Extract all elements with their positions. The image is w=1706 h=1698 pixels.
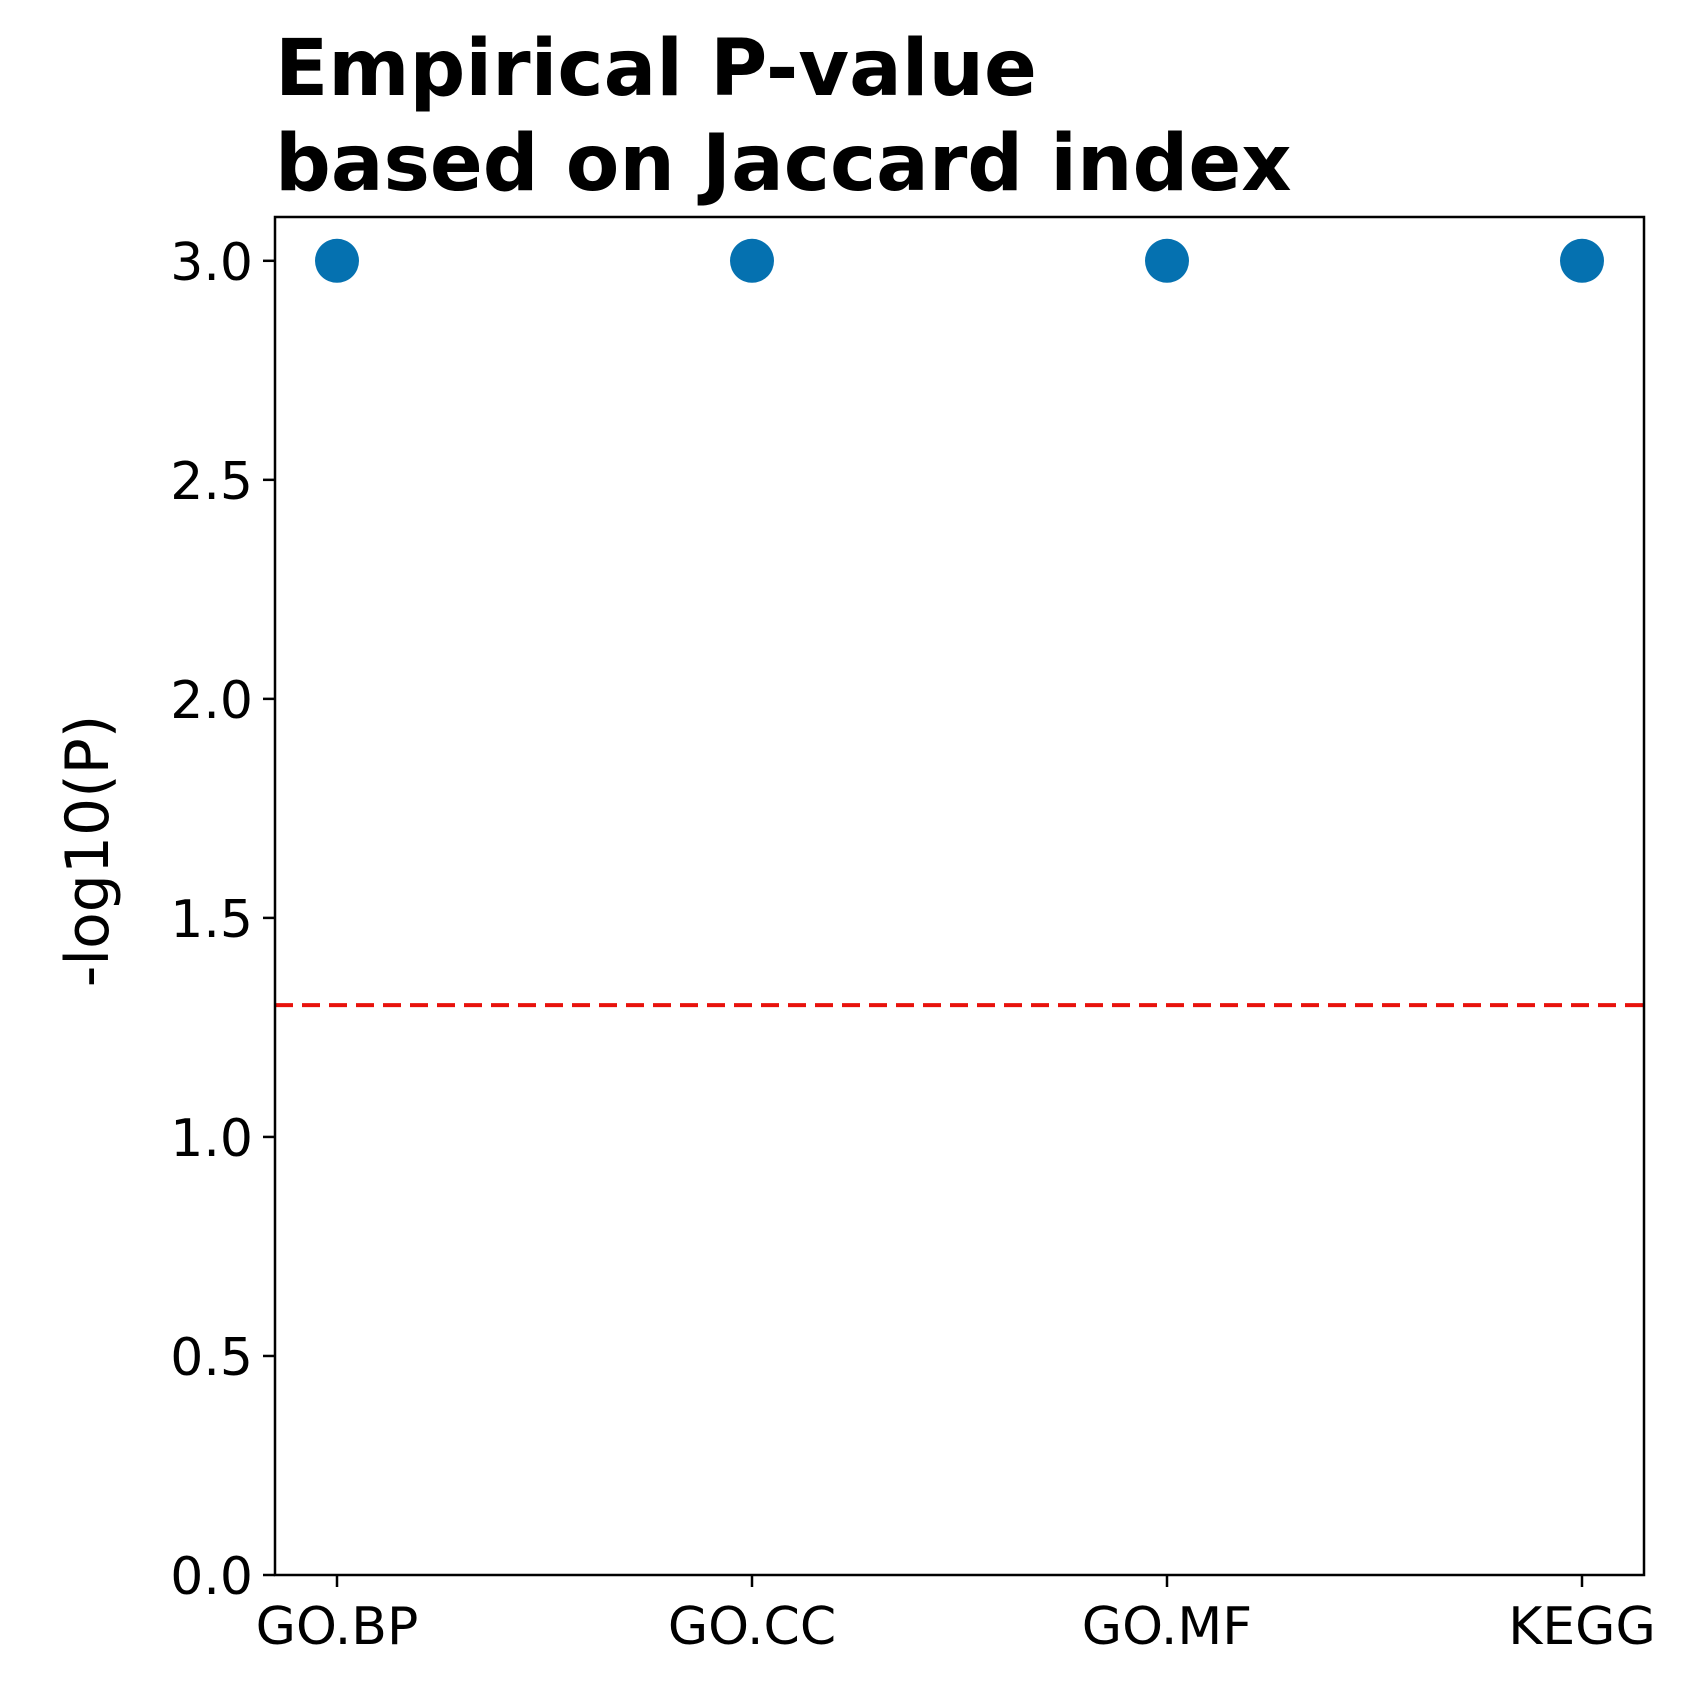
y-tick-label: 2.0 [170,671,253,731]
y-tick-label: 3.0 [170,233,253,293]
data-point-go-mf [1145,238,1189,283]
chart-title-line-2: based on Jaccard index [275,119,1292,209]
y-axis: 0.0 0.5 1.0 1.5 2.0 2.5 3.0 [170,233,275,1607]
data-point-go-cc [730,238,774,283]
chart-title-line-1: Empirical P-value [275,24,1037,114]
x-tick-label: GO.MF [1082,1597,1252,1657]
y-axis-label: -log10(P) [53,715,123,987]
data-point-kegg [1560,238,1604,283]
x-tick-label: GO.CC [668,1597,836,1657]
y-tick-label: 1.0 [170,1109,253,1169]
data-points [315,238,1604,283]
x-axis: GO.BP GO.CC GO.MF KEGG [256,1575,1656,1657]
y-tick-label: 1.5 [170,890,253,950]
y-tick-label: 0.0 [170,1547,253,1607]
y-tick-label: 0.5 [170,1328,253,1388]
y-tick-label: 2.5 [170,452,253,512]
plot-frame [273,215,1646,1577]
x-tick-label: KEGG [1508,1597,1656,1657]
data-point-go-bp [315,238,359,283]
x-tick-label: GO.BP [256,1597,419,1657]
